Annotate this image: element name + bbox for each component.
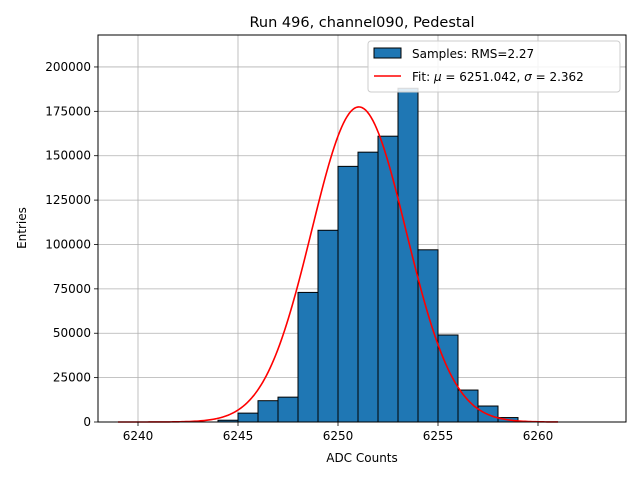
histogram-bar	[337, 165, 359, 423]
legend-sigma-value: = 2.362	[532, 70, 584, 84]
y-tick-label: 150000	[45, 149, 91, 163]
legend: Samples: RMS=2.27 Fit: μ = 6251.042, σ =…	[367, 40, 621, 93]
histogram-bar	[317, 229, 339, 423]
legend-mu-value: = 6251.042,	[442, 70, 525, 84]
x-axis-label: ADC Counts	[326, 451, 398, 465]
legend-swatch-histogram	[373, 47, 402, 59]
y-tick-label: 75000	[53, 282, 91, 296]
chart-title: Run 496, channel090, Pedestal	[249, 15, 474, 31]
y-axis-ticks: 0 25000 50000 75000 100000 125000 150000 175000…	[45, 60, 98, 429]
histogram-bar	[397, 87, 419, 423]
y-tick-label: 125000	[45, 193, 91, 207]
y-tick-label: 0	[83, 415, 91, 429]
histogram-bar	[297, 291, 319, 423]
histogram-bar	[437, 334, 459, 423]
histogram-bars	[217, 87, 519, 423]
fit-curve	[118, 106, 559, 423]
histogram-bar	[257, 400, 279, 423]
legend-sigma-symbol: σ	[524, 70, 532, 84]
y-tick-label: 50000	[53, 326, 91, 340]
x-tick-label: 6250	[323, 429, 354, 443]
y-tick-label: 175000	[45, 104, 91, 118]
x-axis-ticks: 6240 6245 6250 6255 6260	[123, 422, 554, 443]
histogram-bar	[277, 396, 299, 423]
y-tick-label: 25000	[53, 371, 91, 385]
legend-label-histogram: Samples: RMS=2.27	[412, 47, 534, 61]
x-tick-label: 6255	[423, 429, 454, 443]
x-tick-label: 6240	[123, 429, 154, 443]
y-tick-label: 100000	[45, 237, 91, 251]
x-tick-label: 6260	[523, 429, 554, 443]
x-tick-label: 6245	[223, 429, 254, 443]
legend-fit-prefix: Fit:	[412, 70, 434, 84]
histogram-bar	[377, 135, 399, 423]
plot-frame	[97, 34, 627, 423]
y-axis-label: Entries	[15, 207, 29, 249]
legend-label-fit: Fit: μ = 6251.042, σ = 2.362	[412, 70, 584, 84]
histogram-bar	[237, 412, 259, 423]
legend-box	[367, 40, 621, 93]
histogram-bar	[357, 151, 379, 423]
legend-mu-symbol: μ	[433, 70, 442, 84]
y-tick-label: 200000	[45, 60, 91, 74]
